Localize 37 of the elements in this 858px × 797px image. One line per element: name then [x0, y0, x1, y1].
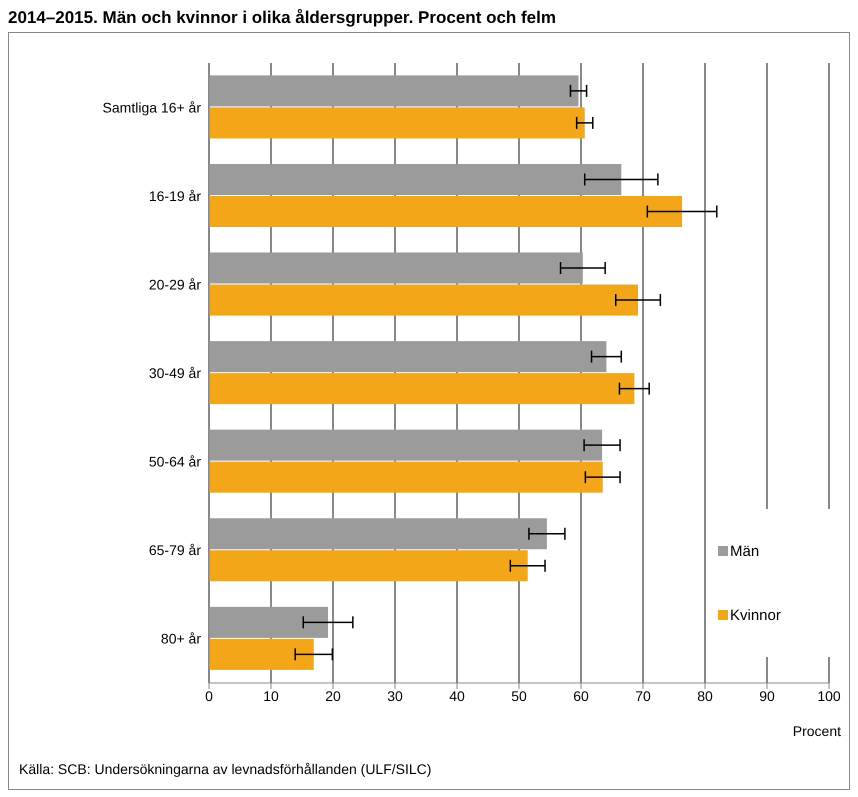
- bar: [209, 606, 328, 638]
- y-tick-label: 50-64 år: [148, 454, 202, 470]
- bar: [209, 341, 606, 372]
- x-axis-title: Procent: [792, 723, 841, 739]
- x-tick-label: 100: [817, 688, 841, 704]
- y-tick-label: 30-49 år: [148, 364, 202, 381]
- y-tick-label: Samtliga 16+ år: [102, 99, 202, 116]
- x-tick-label: 10: [263, 688, 279, 704]
- bar: [209, 638, 314, 670]
- x-tick-label: 60: [573, 688, 589, 704]
- x-tick-label: 20: [325, 688, 341, 704]
- bar: [209, 164, 622, 195]
- bar: [209, 373, 634, 404]
- bar: [209, 518, 547, 550]
- y-tick-label: 65-79 år: [148, 542, 202, 558]
- x-tick-label: 80: [697, 688, 713, 704]
- bar: [209, 252, 583, 284]
- x-tick-label: 30: [387, 688, 403, 704]
- x-tick-label: 70: [635, 688, 651, 704]
- chart-title: 2014–2015. Män och kvinnor i olika åldersgrupper. Procent och felm: [8, 8, 557, 28]
- x-tick-label: 90: [759, 688, 775, 704]
- bar: [209, 430, 602, 461]
- x-tick-label: 40: [449, 688, 465, 704]
- x-tick-label: 50: [511, 688, 527, 704]
- y-tick-label: 16-19 år: [148, 188, 202, 204]
- bar: [209, 75, 579, 106]
- y-tick-label: 80+ år: [160, 630, 202, 647]
- bar: [209, 462, 603, 493]
- y-tick-label: 20-29 år: [148, 276, 202, 292]
- legend-label: Kvinnor: [730, 606, 781, 624]
- text: Källa: SCB: Undersökningarna av levnadsförhållanden (ULF/SILC): [19, 761, 432, 777]
- bar: [209, 196, 682, 227]
- x-tick-label: 0: [205, 688, 214, 704]
- bar: [209, 284, 638, 316]
- bar: [209, 107, 585, 138]
- legend-label: Män: [730, 542, 760, 560]
- bar: [209, 550, 528, 582]
